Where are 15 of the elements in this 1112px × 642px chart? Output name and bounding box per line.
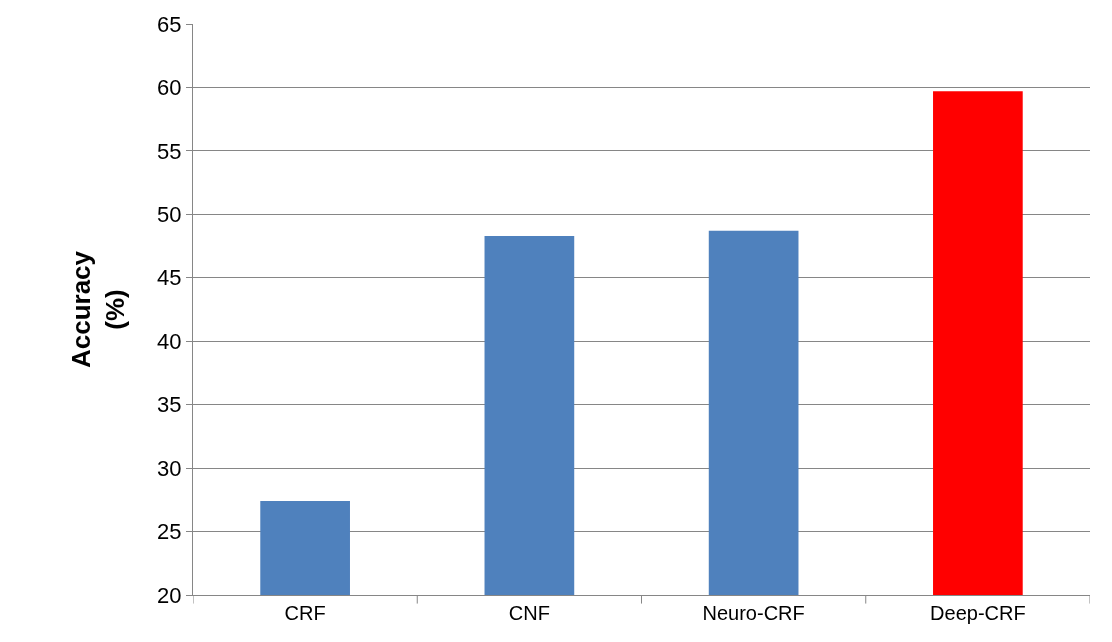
y-tick-label: 40 bbox=[157, 328, 182, 354]
y-tick-label: 50 bbox=[157, 202, 182, 228]
y-tick-label: 25 bbox=[157, 519, 182, 545]
y-axis-title: Accuracy (%) bbox=[65, 250, 130, 369]
y-tick-label: 35 bbox=[157, 392, 182, 418]
y-tick-label: 30 bbox=[157, 455, 182, 481]
y-tick-label: 65 bbox=[157, 11, 182, 37]
x-tick-label: CRF bbox=[284, 602, 326, 624]
x-tick-label: Deep-CRF bbox=[930, 602, 1026, 624]
x-tick-label: Neuro-CRF bbox=[702, 602, 805, 624]
y-tick-label: 20 bbox=[157, 582, 182, 608]
x-tick-label: CNF bbox=[508, 602, 550, 624]
y-tick-label: 55 bbox=[157, 138, 182, 164]
y-tick-label: 45 bbox=[157, 265, 182, 291]
y-tick-label: 60 bbox=[157, 75, 182, 101]
